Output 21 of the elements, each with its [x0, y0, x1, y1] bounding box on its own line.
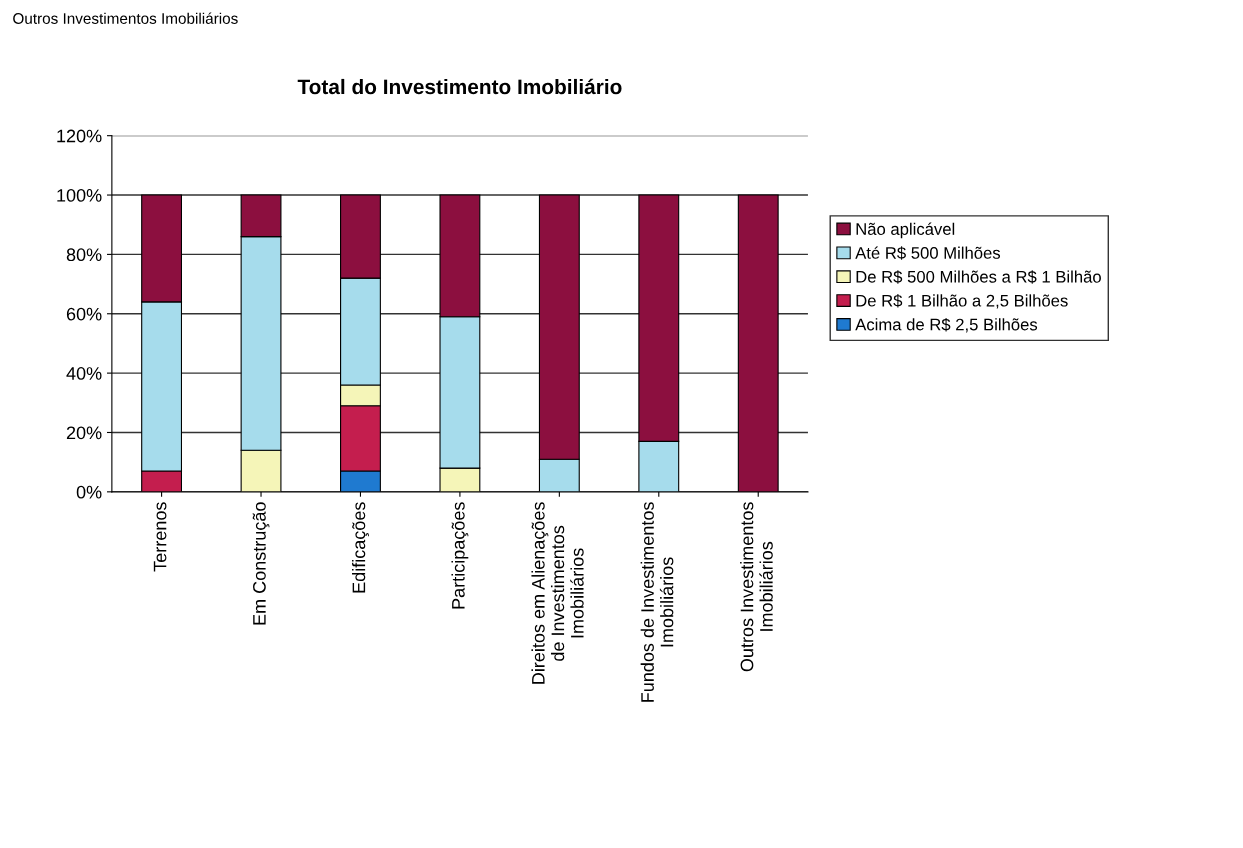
- chart-title: Total do Investimento Imobiliário: [297, 78, 622, 95]
- legend-label: Não aplicável: [856, 222, 955, 239]
- y-tick-label: 0%: [76, 485, 102, 499]
- y-tick-label: 20%: [66, 426, 102, 440]
- x-tick-label: Outros Investimentos Imobiliários: [740, 502, 773, 672]
- text: Outros Investimentos Imobiliários: [13, 12, 238, 24]
- y-tick-label: 120%: [57, 129, 102, 143]
- legend-label: De R$ 500 Milhões a R$ 1 Bilhão: [856, 270, 1101, 284]
- y-tick-label: 60%: [66, 307, 102, 321]
- legend-label: Acima de R$ 2,5 Bilhões: [855, 317, 1038, 333]
- x-tick-label: Direitos em Alienações de Investimentos Imobiliários: [531, 502, 584, 684]
- y-tick-label: 100%: [57, 188, 102, 202]
- x-tick-label: Edificações: [352, 502, 369, 593]
- x-tick-label: Em Construção: [252, 502, 270, 625]
- y-tick-label: 80%: [66, 248, 102, 262]
- legend-label: Até R$ 500 Milhões: [855, 246, 1001, 260]
- x-tick-label: Fundos de Investimentos Imobiliários: [640, 502, 674, 702]
- x-tick-label: Terrenos: [153, 502, 167, 572]
- legend-label: De R$ 1 Bilhão a 2,5 Bilhões: [856, 294, 1068, 309]
- x-tick-label: Participações: [451, 502, 469, 609]
- y-tick-label: 40%: [66, 367, 102, 380]
